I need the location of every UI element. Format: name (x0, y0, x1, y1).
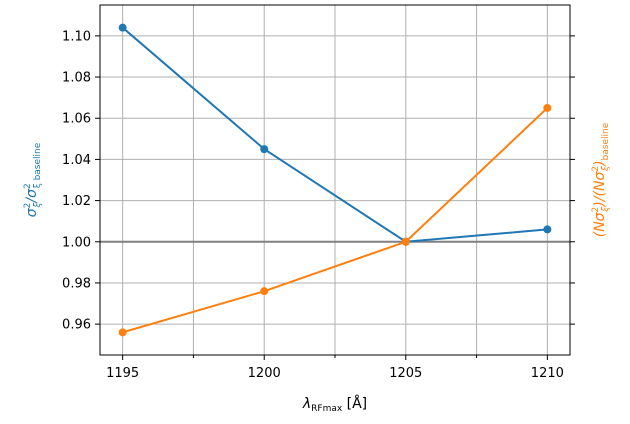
left-label-sup-1: 2 (23, 203, 33, 209)
series-line-1 (121, 26, 548, 243)
left-label-sub-1: ξ (33, 202, 43, 209)
left-label-sigma: σ (24, 207, 40, 217)
x-tick-label: 1200 (248, 366, 281, 381)
left-label-sub-2: ξ baseline (33, 142, 43, 188)
left-y-axis-label: σ2ξ/σ2ξ baseline (23, 142, 43, 217)
ticks: 1195 1200 1205 1210 0.96 0.98 1.00 1.02 1.04 1.06… (62, 29, 575, 381)
y-tick-label: 0.98 (62, 276, 91, 291)
series-2-point (401, 237, 410, 246)
right-label-sub-3: baseline (601, 122, 611, 160)
y-tick-label: 0.96 (62, 318, 91, 333)
x-tick-label: 1195 (106, 366, 139, 381)
x-axis-subscript: RFmax (311, 404, 343, 414)
x-tick-label: 1210 (531, 366, 564, 381)
right-label-sub-2: ξ (601, 165, 611, 172)
series-2-point (260, 287, 269, 296)
x-axis-symbol: λ (302, 396, 311, 412)
series-line-2 (122, 107, 549, 334)
series-1-point (118, 23, 127, 32)
right-label-sup-1: 2 (591, 207, 601, 213)
y-tick-label: 1.02 (62, 194, 91, 209)
left-label-sup-2: 2 (23, 183, 33, 189)
grid (100, 5, 570, 355)
y-tick-label: 1.08 (62, 71, 91, 86)
series-2-point (118, 328, 127, 337)
x-tick-label: 1205 (389, 366, 422, 381)
right-label-sup-2: 2 (591, 166, 601, 172)
series-1-point (260, 145, 269, 154)
left-label-slash: /σ (24, 188, 40, 205)
right-y-axis-label: (Nσ2ξ)/(Nσ2ξ)baseline (591, 122, 611, 237)
series-1-point (543, 225, 552, 234)
series-2-point (543, 103, 552, 112)
y-tick-label: 1.10 (62, 29, 91, 44)
x-axis-label: λRFmax [Å] (302, 395, 367, 414)
right-label-sub-1: ξ (601, 206, 611, 213)
series-group (118, 23, 552, 337)
right-label-open: (Nσ (592, 211, 608, 237)
right-label-mid: )/(Nσ (592, 171, 608, 208)
y-tick-label: 1.04 (62, 153, 91, 168)
y-tick-label: 1.06 (62, 112, 91, 127)
y-tick-label: 1.00 (62, 235, 91, 250)
x-axis-unit: [Å] (342, 395, 367, 412)
right-label-close: ) (592, 160, 608, 166)
